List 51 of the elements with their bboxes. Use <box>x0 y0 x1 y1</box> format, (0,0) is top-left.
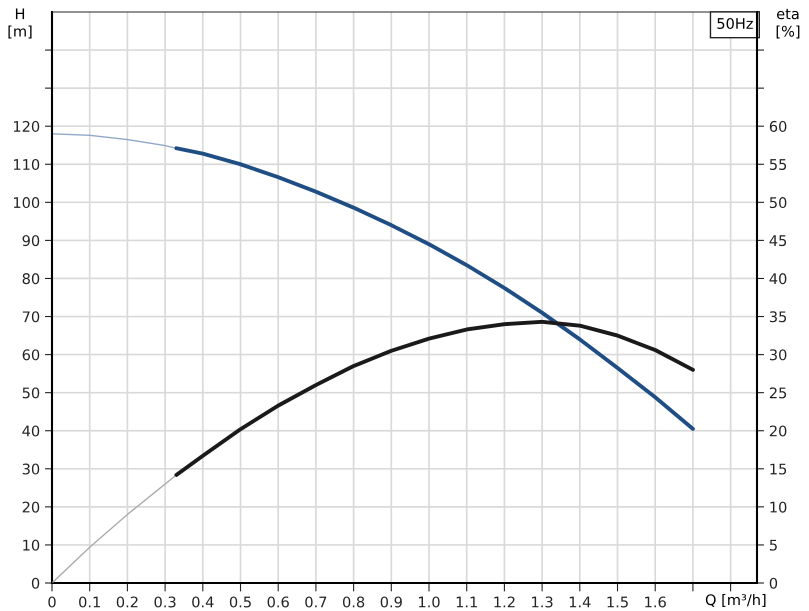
y2-tick-label: 50 <box>770 197 786 208</box>
x-tick-label: 0.4 <box>192 596 214 608</box>
y-tick-label: 80 <box>22 273 40 284</box>
y-tick-label: 100 <box>14 197 40 208</box>
line-series <box>52 133 178 149</box>
x-tick-label: 0.9 <box>380 596 402 608</box>
y-axis-title: H [m] <box>8 8 32 38</box>
x-tick-label: 1.6 <box>645 596 666 608</box>
x-tick-label: 0.6 <box>268 596 289 608</box>
x-tick-label: 0.3 <box>154 596 176 608</box>
y-tick-label: 40 <box>22 425 40 436</box>
x-tick-label: 0.1 <box>79 596 100 608</box>
y2-tick-label: 30 <box>770 349 786 360</box>
y2-tick-label: 45 <box>770 235 786 246</box>
y2-tick-label: 15 <box>770 464 786 475</box>
y-tick-label: 60 <box>22 349 40 360</box>
y2-tick-label: 0 <box>770 578 778 589</box>
line-series <box>52 474 178 583</box>
x-tick-label: 0.7 <box>305 596 326 608</box>
y-tick-label: 30 <box>22 464 40 475</box>
x-tick-label: 1.2 <box>494 596 515 608</box>
y2-tick-label: 40 <box>770 273 786 284</box>
y-tick-label: 110 <box>14 158 40 170</box>
y2-axis-title: eta [%] <box>776 8 800 38</box>
y-tick-label: 0 <box>32 578 40 589</box>
x-tick-label: 0.2 <box>116 596 138 608</box>
y-tick-label: 10 <box>23 540 40 551</box>
y-tick-label: 70 <box>22 311 40 322</box>
x-tick-label: 0.5 <box>230 596 251 608</box>
line-series <box>174 320 695 477</box>
y-tick-label: 90 <box>22 235 40 246</box>
x-tick-label: 1.1 <box>456 596 477 608</box>
y2-tick-label: 55 <box>770 159 786 170</box>
x-tick-label: 0.8 <box>342 596 364 608</box>
x-axis-title: Q [m³/h] <box>706 594 766 607</box>
y-tick-label: 20 <box>22 502 40 513</box>
y2-tick-label: 25 <box>770 387 786 398</box>
x-tick-label: 1.0 <box>419 596 440 608</box>
y2-tick-label: 5 <box>770 540 777 551</box>
y2-tick-label: 35 <box>770 311 786 322</box>
x-tick-label: 1.4 <box>570 596 591 608</box>
y2-tick-label: 20 <box>770 425 786 436</box>
x-tick-label: 1.3 <box>532 596 553 608</box>
annotation: 50Hz <box>717 18 753 29</box>
line-series <box>174 146 695 431</box>
x-tick-label: 1.5 <box>608 596 628 608</box>
y-tick-label: 120 <box>14 120 40 132</box>
y-tick-label: 50 <box>22 387 40 398</box>
x-tick-label: 0 <box>48 596 56 608</box>
y2-tick-label: 60 <box>770 120 786 132</box>
y2-tick-label: 10 <box>770 502 786 513</box>
